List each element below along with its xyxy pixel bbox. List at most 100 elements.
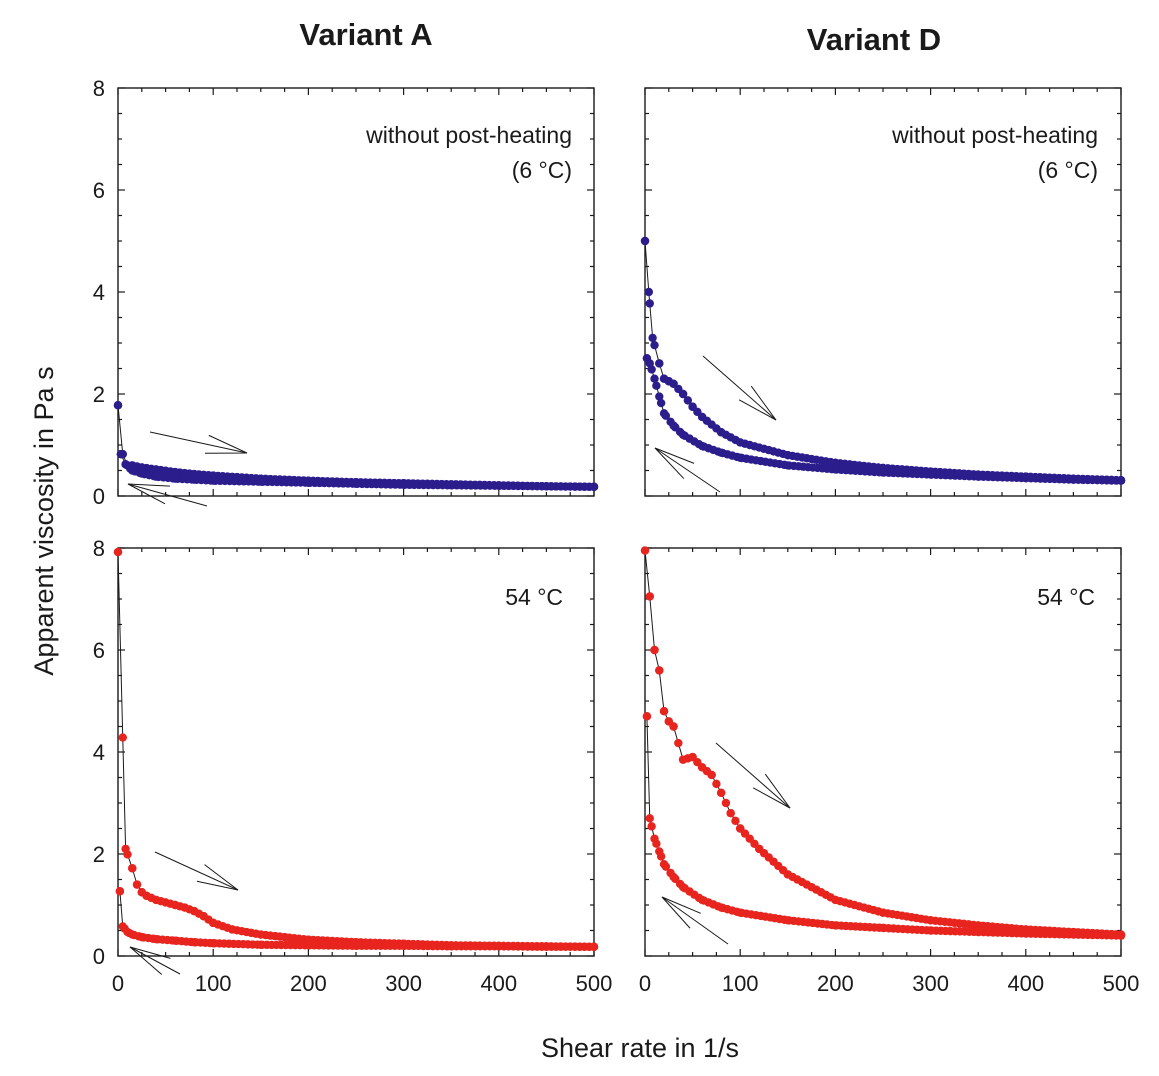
- data-point: [656, 398, 666, 408]
- y-tick-label: 4: [93, 740, 105, 765]
- data-point: [716, 428, 726, 437]
- data-point: [716, 788, 726, 797]
- data-point: [128, 466, 137, 475]
- data-point: [170, 936, 180, 945]
- data-point: [447, 942, 456, 951]
- data-point: [121, 460, 130, 469]
- data-point: [974, 472, 983, 481]
- data-point: [113, 547, 123, 557]
- direction-arrow: [654, 447, 721, 493]
- data-point: [674, 738, 683, 748]
- data-point: [1116, 476, 1126, 485]
- x-tick-label: 400: [1007, 971, 1044, 996]
- data-point: [783, 461, 792, 470]
- data-point: [1021, 473, 1030, 483]
- data-point: [926, 916, 935, 925]
- data-point: [644, 287, 654, 297]
- data-point: [151, 934, 161, 944]
- data-point: [228, 925, 237, 934]
- data-point: [659, 860, 669, 869]
- y-tick-label: 2: [93, 382, 105, 407]
- x-tick-label: 100: [195, 971, 232, 996]
- data-point: [256, 477, 265, 486]
- data-point: [721, 798, 731, 808]
- panel-4: 0 100 200 300 400 500 54 °C: [639, 546, 1139, 996]
- x-tick-label: 0: [639, 971, 651, 996]
- direction-arrow: [661, 896, 729, 945]
- data-point: [736, 438, 745, 447]
- data-point: [731, 816, 740, 826]
- data-point: [926, 926, 935, 935]
- data-point: [659, 707, 669, 716]
- x-tick-label: 0: [112, 971, 124, 996]
- data-point: [209, 939, 218, 948]
- data-point: [113, 401, 123, 410]
- data-point: [1069, 930, 1078, 939]
- data-point: [648, 333, 657, 343]
- data-point: [650, 374, 659, 383]
- data-point: [669, 379, 678, 388]
- data-point: [256, 930, 265, 939]
- data-point: [831, 458, 840, 468]
- data-point: [678, 430, 688, 439]
- data-point: [640, 546, 650, 555]
- data-point: [831, 921, 840, 930]
- series-line: [117, 552, 595, 948]
- data-point: [447, 481, 456, 490]
- series-line: [644, 240, 1122, 481]
- data-point: [128, 864, 137, 873]
- data-point: [170, 474, 180, 483]
- data-point: [783, 916, 792, 925]
- data-point: [351, 479, 361, 488]
- data-point: [351, 941, 361, 950]
- data-point: [121, 844, 130, 854]
- data-point: [926, 470, 935, 479]
- data-point: [151, 895, 161, 905]
- data-point: [1069, 475, 1078, 484]
- direction-arrow: [154, 851, 239, 891]
- data-point: [170, 467, 180, 477]
- x-tick-label: 100: [722, 971, 759, 996]
- x-axis-title: Shear rate in 1/s: [541, 1033, 739, 1063]
- y-axis-title: Apparent viscosity in Pa s: [29, 366, 59, 675]
- data-point: [655, 392, 664, 401]
- data-point: [137, 932, 146, 942]
- data-point: [116, 449, 126, 459]
- data-point: [736, 824, 745, 833]
- y-tick-label: 4: [93, 280, 105, 305]
- data-point: [688, 752, 697, 762]
- column-title-variant-a: Variant A: [299, 17, 432, 52]
- direction-arrow: [129, 946, 181, 975]
- data-point: [151, 472, 161, 481]
- panel-annotation: without post-heating: [891, 122, 1098, 148]
- direction-arrow: [702, 355, 777, 421]
- direction-arrow: [149, 431, 248, 454]
- data-point: [726, 809, 735, 818]
- data-point: [189, 475, 199, 484]
- y-tick-label: 0: [93, 944, 105, 969]
- data-point: [669, 722, 678, 731]
- data-point: [716, 903, 726, 912]
- data-point: [697, 412, 707, 422]
- data-point: [645, 299, 654, 308]
- data-point: [304, 478, 313, 487]
- data-point: [123, 927, 132, 937]
- data-point: [494, 942, 503, 951]
- x-tick-label: 500: [1103, 971, 1140, 996]
- series-line: [646, 358, 1122, 482]
- data-point: [878, 908, 888, 917]
- data-point: [678, 882, 688, 892]
- data-point: [712, 779, 721, 789]
- data-point: [542, 942, 551, 952]
- data-point: [650, 340, 659, 350]
- data-point: [669, 421, 678, 430]
- panel-annotation: 54 °C: [1037, 584, 1095, 610]
- data-point: [678, 755, 688, 764]
- data-point: [650, 645, 659, 655]
- data-point: [783, 451, 792, 460]
- data-point: [589, 942, 599, 952]
- y-tick-label: 6: [93, 638, 105, 663]
- data-point: [132, 880, 142, 889]
- data-point: [697, 895, 707, 905]
- data-point: [878, 468, 888, 477]
